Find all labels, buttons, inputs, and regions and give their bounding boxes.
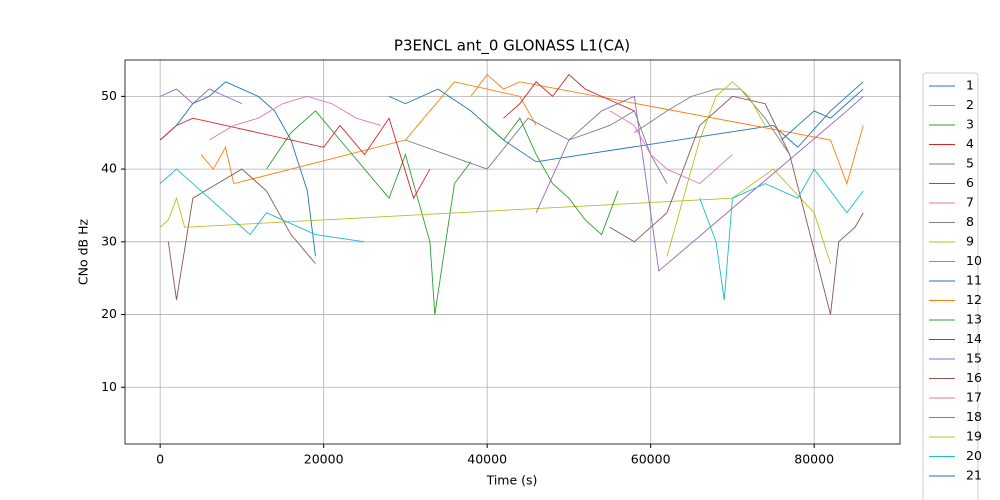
- plot-frame: [124, 59, 901, 445]
- y-tick-label: 50: [101, 88, 117, 103]
- legend-label: 19: [966, 429, 982, 444]
- x-axis-label: Time (s): [486, 473, 538, 488]
- series-line: [503, 73, 635, 119]
- legend-label: 14: [966, 331, 982, 346]
- legend-label: 17: [966, 390, 982, 405]
- series-line: [266, 110, 472, 315]
- y-axis-label: CNo dB Hz: [76, 218, 91, 285]
- series-line: [159, 81, 316, 257]
- series-line: [388, 81, 864, 163]
- series-line: [486, 117, 619, 236]
- series-line: [609, 95, 864, 315]
- series-line: [535, 95, 864, 272]
- legend-box: [922, 72, 979, 500]
- series-line: [167, 168, 316, 301]
- legend-label: 12: [966, 292, 982, 307]
- x-tick-label: 40000: [467, 452, 507, 467]
- legend-label: 13: [966, 312, 982, 327]
- series-line: [159, 88, 243, 105]
- series-line: [208, 95, 382, 141]
- legend-label: 21: [966, 468, 982, 483]
- legend-label: 5: [966, 156, 974, 171]
- legend-label: 3: [966, 117, 974, 132]
- series-line: [781, 88, 864, 141]
- series-line: [699, 168, 864, 301]
- legend-label: 4: [966, 136, 974, 151]
- legend-label: 16: [966, 370, 982, 385]
- y-tick-label: 30: [101, 233, 117, 248]
- series-line: [470, 73, 864, 186]
- y-tick-label: 10: [101, 379, 117, 394]
- series-line: [159, 117, 431, 200]
- legend-label: 10: [966, 253, 982, 268]
- series-line: [159, 168, 831, 264]
- series-line: [634, 88, 791, 155]
- legend-label: 1: [966, 78, 974, 93]
- series-line: [200, 81, 537, 185]
- legend-label: 9: [966, 234, 974, 249]
- legend-label: 20: [966, 448, 982, 463]
- x-tick-label: 80000: [794, 452, 834, 467]
- chart-title: P3ENCL ant_0 GLONASS L1(CA): [394, 37, 630, 56]
- legend-label: 6: [966, 175, 974, 190]
- series-line: [609, 110, 733, 185]
- legend-label: 15: [966, 351, 982, 366]
- x-tick-label: 20000: [304, 452, 344, 467]
- series-line: [666, 81, 766, 257]
- legend-label: 18: [966, 409, 982, 424]
- y-tick-label: 40: [101, 161, 117, 176]
- legend-label: 11: [966, 273, 982, 288]
- legend-label: 7: [966, 195, 974, 210]
- series-line: [159, 168, 365, 243]
- x-tick-label: 60000: [631, 452, 671, 467]
- plot-lines: [159, 73, 864, 315]
- legend-label: 8: [966, 214, 974, 229]
- legend-label: 2: [966, 97, 974, 112]
- x-tick-label: 0: [156, 452, 164, 467]
- grid: [121, 60, 900, 448]
- y-tick-label: 20: [101, 306, 117, 321]
